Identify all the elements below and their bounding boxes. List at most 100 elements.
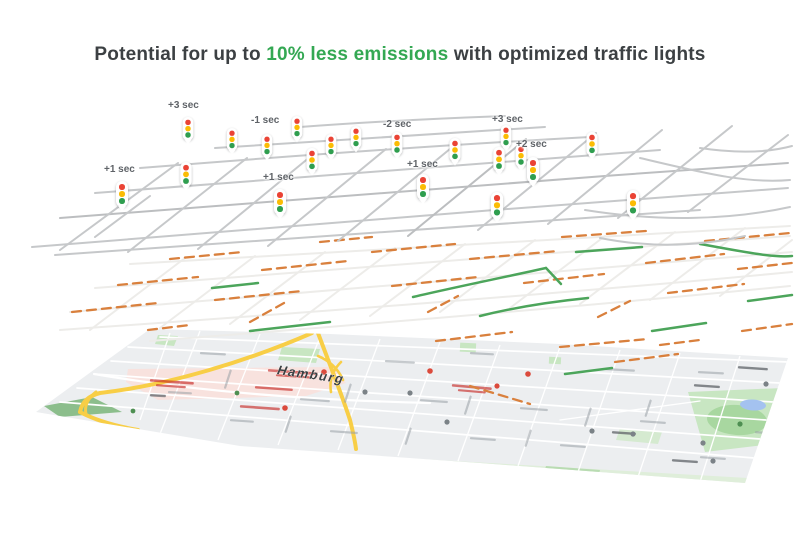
red-light-icon (229, 130, 235, 136)
street-name-marks (167, 352, 777, 460)
signal-timing-label: -2 sec (383, 119, 412, 130)
traffic-light-pin (116, 181, 128, 211)
traffic-light-icon (226, 128, 238, 155)
traffic-light-icon (626, 190, 640, 221)
red-light-icon (503, 127, 509, 133)
yellow-light-icon (630, 200, 636, 207)
traffic-light-icon (180, 162, 192, 191)
green-light-icon (494, 209, 500, 216)
green-light-icon (229, 143, 235, 149)
traffic-light-icon (417, 174, 429, 204)
yellow-light-icon (589, 141, 595, 147)
congested-flow-dashes (70, 229, 794, 406)
red-light-icon (119, 184, 125, 190)
signal-timing-label: +1 sec (263, 172, 294, 183)
yellow-light-icon (328, 143, 334, 148)
red-light-icon (630, 193, 636, 199)
traffic-light-icon (261, 134, 273, 161)
red-light-icon (264, 136, 270, 142)
headline-prefix: Potential for up to (94, 44, 267, 65)
traffic-light-icon (116, 181, 128, 211)
green-light-icon (353, 141, 359, 147)
dark-label-marks (149, 366, 768, 464)
traffic-light-icon (350, 126, 362, 153)
green-light-icon (264, 149, 270, 155)
green-light-icon (518, 159, 524, 165)
traffic-light-pin (274, 189, 286, 219)
yellow-light-icon (294, 125, 300, 130)
traffic-light-icon (527, 157, 539, 187)
traffic-light-pin (527, 157, 539, 187)
traffic-light-pin (586, 132, 598, 160)
yellow-light-icon (394, 141, 400, 147)
traffic-light-icon (325, 134, 337, 161)
red-light-icon (353, 128, 359, 134)
green-light-icon (589, 147, 595, 153)
traffic-light-icon (182, 117, 194, 144)
green-light-icon (452, 153, 458, 159)
yellow-light-icon (530, 167, 536, 173)
traffic-light-pin (180, 162, 192, 191)
yellow-light-icon (518, 153, 524, 159)
green-light-icon (309, 163, 315, 169)
traffic-light-pin (493, 147, 505, 176)
green-light-icon (496, 163, 502, 169)
yellow-light-icon (264, 143, 270, 148)
map-cross-streets (139, 330, 741, 483)
green-light-icon (294, 131, 300, 137)
red-light-icon (394, 134, 400, 140)
traffic-light-pin (291, 116, 303, 143)
red-light-icon (277, 192, 283, 198)
traffic-light-pin (515, 144, 527, 171)
yellow-light-icon (503, 134, 509, 139)
yellow-light-icon (119, 191, 125, 197)
red-light-icon (589, 134, 595, 141)
city-label: Hamburg (275, 363, 348, 387)
headline: Potential for up to 10% less emissions w… (0, 44, 800, 66)
signal-timing-label: +1 sec (104, 164, 135, 175)
yellow-light-icon (183, 171, 189, 177)
green-light-icon (630, 207, 636, 214)
traffic-light-pin (261, 134, 273, 161)
traffic-flow-layer (59, 225, 794, 406)
yellow-light-icon (420, 184, 426, 190)
traffic-light-pin (350, 126, 362, 153)
green-light-icon (185, 132, 191, 138)
signal-timing-label: +2 sec (516, 139, 547, 150)
red-light-icon (496, 150, 502, 156)
red-light-icon (183, 165, 189, 171)
headline-suffix: with optimized traffic lights (448, 44, 706, 65)
traffic-light-icon (274, 189, 286, 219)
red-light-icon (530, 160, 536, 166)
green-light-icon (119, 198, 125, 204)
yellow-light-icon (496, 156, 502, 162)
green-light-icon (530, 174, 536, 180)
yellow-light-icon (185, 126, 191, 132)
traffic-light-pin (449, 138, 461, 166)
red-light-icon (294, 118, 300, 124)
red-light-icon (328, 136, 334, 142)
traffic-light-icon (493, 147, 505, 176)
smooth-flow-segments (210, 242, 794, 376)
signal-timing-label: +1 sec (407, 159, 438, 170)
yellow-light-icon (309, 157, 315, 163)
yellow-light-icon (277, 199, 283, 205)
green-light-icon (277, 206, 283, 212)
green-light-icon (183, 178, 189, 184)
traffic-light-pin (325, 134, 337, 161)
water-pond (740, 399, 766, 411)
red-light-icon (494, 195, 500, 201)
yellow-light-icon (494, 202, 500, 209)
red-light-icon (452, 140, 458, 147)
traffic-light-pin (226, 128, 238, 155)
traffic-light-pin (182, 117, 194, 144)
yellow-light-icon (229, 137, 235, 142)
traffic-light-icon (500, 125, 512, 152)
signal-timing-label: +3 sec (492, 114, 523, 125)
red-light-icon (185, 119, 191, 125)
traffic-light-icon (449, 138, 461, 166)
signal-timing-label: -1 sec (251, 115, 280, 126)
traffic-light-icon (490, 192, 504, 223)
